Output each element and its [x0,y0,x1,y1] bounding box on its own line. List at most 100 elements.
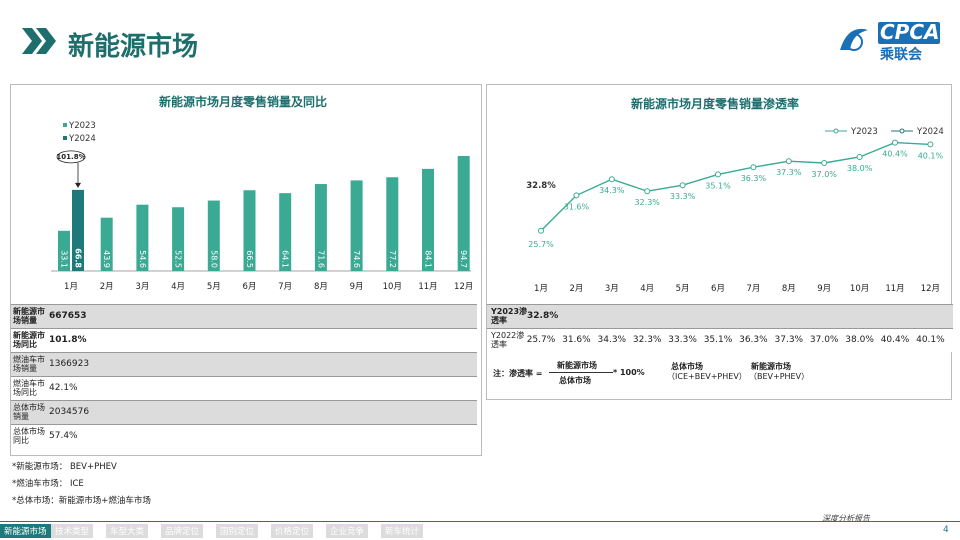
page-number: 4 [943,525,949,535]
bar-label-y2023: 43.9 [102,250,111,268]
header: 新能源市场 CPCA 乘联会 [0,0,960,84]
row-label: 新能源市场销量 [13,307,45,325]
notes: *新能源市场： BEV+PHEV *燃油车市场： ICE *总体市场：新能源市场+燃… [12,460,151,511]
x-tick-label: 2月 [569,284,583,294]
row-value: 36.3% [739,335,768,345]
nav-tab-4[interactable]: 品牌定位 [161,524,204,538]
x-tick-label: 6月 [711,284,725,294]
legend-label-y2024: Y2024 [68,134,96,144]
nav-tab-2[interactable]: 技术类型 [51,524,94,538]
x-tick-label: 10月 [850,284,869,294]
bar-label-y2023: 71.6 [316,250,325,268]
formula-numerator: 新能源市场 [557,361,597,370]
point-y2023 [679,182,686,189]
bar-y2024 [72,189,84,271]
point-y2023 [821,160,828,166]
formula-def2-body: （BEV+PHEV） [749,372,810,381]
x-tick-label: 1月 [534,284,548,294]
x-tick-label: 10月 [383,282,402,292]
bar-y2023 [386,177,399,271]
point-label-y2023: 37.3% [776,168,802,177]
row-value: 40.4% [880,335,910,345]
nav-tab-3[interactable]: 车型大类 [106,524,149,538]
bar-label-y2023: 58.0 [209,250,218,268]
nav-tab-6[interactable]: 价格定位 [271,524,314,538]
nav-tab-5[interactable]: 国别定位 [216,524,259,538]
point-y2023 [715,171,721,178]
row-label: 新能源市场同比 [13,331,45,349]
annotation-arrowhead [75,182,81,188]
point-y2023 [892,139,898,146]
logo-text: CPCA [880,20,940,44]
point-y2023 [927,141,934,148]
slogan: 深度分析报告 [822,514,870,523]
bar-label-y2023: 64.1 [281,250,290,268]
row-value: 33.3% [668,335,697,345]
x-tick-label: 9月 [817,284,831,294]
bar-y2023 [457,156,470,271]
right-table-row: Y2023渗透率 32.8% [487,304,953,328]
formula-def2-title: 新能源市场 [751,362,791,371]
bar-y2023 [314,184,327,271]
bar-y2023 [172,207,185,271]
x-tick-label: 3月 [605,284,619,294]
x-tick-label: 5月 [676,284,690,294]
bar-chart: Y2023 Y2024 33.1 66.8 101.8% 1月 43.9 2月 54.6 3月 52… [51,121,473,292]
nav-tab-1[interactable]: 新能源市场 [0,524,51,538]
logo-subtitle: 乘联会 [880,47,922,63]
footer-divider [0,521,960,522]
bar-label-y2023: 52.5 [174,250,183,268]
point-label-y2023: 40.4% [882,150,908,159]
legend-label-y2023: Y2023 [68,121,96,131]
row-value: 101.8% [49,335,87,345]
row-value: 35.1% [703,335,733,345]
bar-label-y2023: 66.5 [245,250,254,268]
legend-swatch-y2023 [63,123,67,127]
left-table-row: 新能源市场销量 667653 [11,304,477,328]
row-label: Y2022渗透率 [491,331,525,349]
point-y2023 [644,188,651,195]
nav-tab-7[interactable]: 企业竞争 [326,524,369,538]
point-label-y2023: 25.7% [528,240,554,249]
bar-label-y2023: 84.1 [424,250,433,268]
annotation-bubble [56,150,86,164]
x-tick-label: 5月 [207,282,221,292]
x-tick-label: 1月 [64,282,78,292]
left-table-row: 燃油车市场同比 42.1% [11,376,477,400]
nav-tab-8[interactable]: 新车统计 [381,524,424,538]
point-label-y2023: 40.1% [918,151,944,160]
x-tick-label: 9月 [350,282,364,292]
row-value: 42.1% [49,383,78,393]
bar-label-y2024: 66.8 [74,248,83,268]
page-title: 新能源市场 [68,32,199,62]
x-tick-label: 11月 [885,284,904,294]
point-label-y2023: 31.6% [564,202,590,211]
bar-y2023 [58,230,70,271]
formula-def1-body: （ICE+BEV+PHEV） [667,372,747,381]
row-value: 25.7% [526,335,556,345]
line-chart: Y2023 Y2024 25.7% 31.6% 34.3% 32.3% 33.3% 35.1%… [526,127,944,294]
bar-label-y2023: 77.2 [388,250,397,268]
x-tick-label: 6月 [243,282,257,292]
bar-y2023 [207,200,220,271]
formula-multiplier: * 100% [613,368,645,377]
point-label-y2023: 38.0% [847,164,873,173]
row-value: 57.4% [49,431,78,441]
note-line: *总体市场：新能源市场+燃油车市场 [12,496,151,506]
formula-prefix: 注：渗透率 = [493,369,543,378]
row-label: Y2023渗透率 [491,307,528,325]
bar-y2023 [243,190,256,271]
point-label-y2023: 34.3% [599,186,625,195]
point-y2023 [608,176,615,183]
row-value: 38.0% [845,335,874,345]
left-table-row: 燃油车市场销量 1366923 [11,352,477,376]
x-tick-label: 2月 [100,282,114,292]
bar-label-y2023: 33.1 [60,250,69,268]
bar-chart-title: 新能源市场月度零售销量及同比 [159,95,328,109]
legend-label-y2023: Y2023 [850,127,878,137]
row-value: 1366923 [49,359,90,369]
right-table-row: Y2022渗透率 25.7% 31.6% 34.3% 32.3% 33.3% 35.1% 36… [487,328,953,352]
row-value: 37.3% [774,335,804,345]
x-tick-label: 7月 [278,282,292,292]
formula-divider [549,372,613,373]
